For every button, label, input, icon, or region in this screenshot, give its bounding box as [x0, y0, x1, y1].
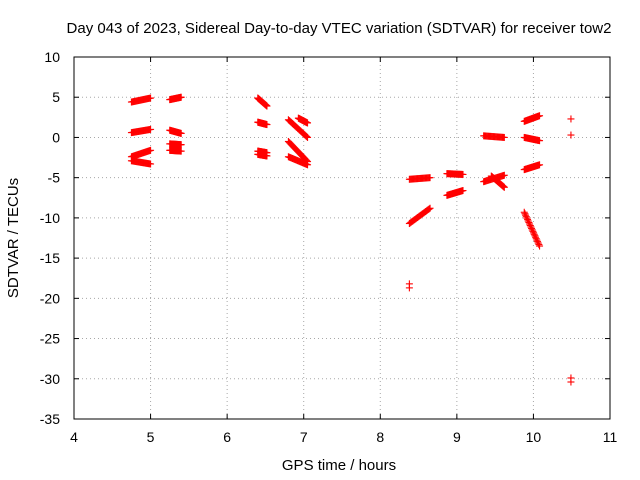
x-tick-label: 7 [300, 429, 308, 445]
data-point [177, 147, 185, 155]
data-point [524, 217, 532, 225]
data-point [520, 208, 528, 216]
data-point [304, 161, 312, 169]
data-point [147, 160, 155, 168]
data-point [304, 133, 312, 141]
data-point [405, 284, 413, 292]
plot-area-border [73, 56, 611, 420]
data-point [177, 93, 185, 101]
x-tick-label: 11 [603, 429, 618, 445]
data-point [528, 224, 536, 232]
data-point [302, 132, 310, 140]
data-point [530, 229, 538, 237]
y-tick-label: 10 [44, 49, 60, 65]
data-point [528, 226, 536, 234]
x-tick-label: 9 [453, 429, 461, 445]
x-tick-label: 10 [526, 429, 542, 445]
y-tick-label: -35 [40, 411, 60, 427]
y-tick-label: -10 [40, 210, 60, 226]
x-tick-label: 5 [147, 429, 155, 445]
data-point [531, 232, 539, 240]
data-point [525, 219, 533, 227]
data-point [527, 223, 535, 231]
y-axis-label: SDTVAR / TECUs [5, 178, 22, 298]
data-point [534, 238, 542, 246]
data-point [147, 94, 155, 102]
data-point [536, 161, 544, 169]
grid-lines [74, 57, 610, 419]
data-point [521, 210, 529, 218]
data-point [303, 133, 311, 141]
data-point [426, 174, 434, 182]
data-point [532, 235, 540, 243]
data-point [304, 119, 312, 127]
data-point [500, 171, 508, 179]
data-point [536, 137, 544, 145]
data-markers [127, 93, 575, 386]
data-point [529, 227, 537, 235]
x-tick-label: 4 [70, 429, 78, 445]
data-point [500, 133, 508, 141]
data-point [500, 183, 508, 191]
data-point [177, 129, 185, 137]
data-point [459, 187, 467, 195]
chart-title: Day 043 of 2023, Sidereal Day-to-day VTE… [67, 20, 612, 37]
data-point [567, 378, 575, 386]
data-point [567, 131, 575, 139]
data-point [536, 112, 544, 120]
y-tick-label: -30 [40, 371, 60, 387]
x-tick-label: 8 [376, 429, 384, 445]
data-point [526, 221, 534, 229]
data-point [263, 102, 271, 110]
data-point [523, 214, 531, 222]
data-point [425, 205, 433, 213]
data-point [567, 115, 575, 123]
data-point [426, 204, 434, 212]
data-point [534, 239, 542, 247]
y-tick-label: 5 [52, 89, 60, 105]
data-point [532, 233, 540, 241]
data-point [536, 242, 544, 250]
data-point [522, 211, 530, 219]
y-tick-label: -15 [40, 250, 60, 266]
y-tick-label: -25 [40, 331, 60, 347]
data-point [524, 216, 532, 224]
y-tick-label: 0 [52, 129, 60, 145]
data-point [535, 241, 543, 249]
data-point [522, 213, 530, 221]
data-point [459, 170, 467, 178]
axis-ticks: 4 5 6 7 8 9 10 11 10 5 0 -5 -10 -15 -20 -25 -30 -35 [40, 49, 618, 445]
data-point [263, 152, 271, 160]
data-point [526, 220, 534, 228]
data-point [263, 121, 271, 129]
y-tick-label: -20 [40, 290, 60, 306]
data-point [177, 141, 185, 149]
data-point [533, 236, 541, 244]
data-point [530, 230, 538, 238]
data-point [147, 125, 155, 133]
y-tick-label: -5 [48, 170, 61, 186]
x-tick-label: 6 [223, 429, 231, 445]
x-axis-label: GPS time / hours [282, 457, 396, 474]
data-point [147, 146, 155, 154]
